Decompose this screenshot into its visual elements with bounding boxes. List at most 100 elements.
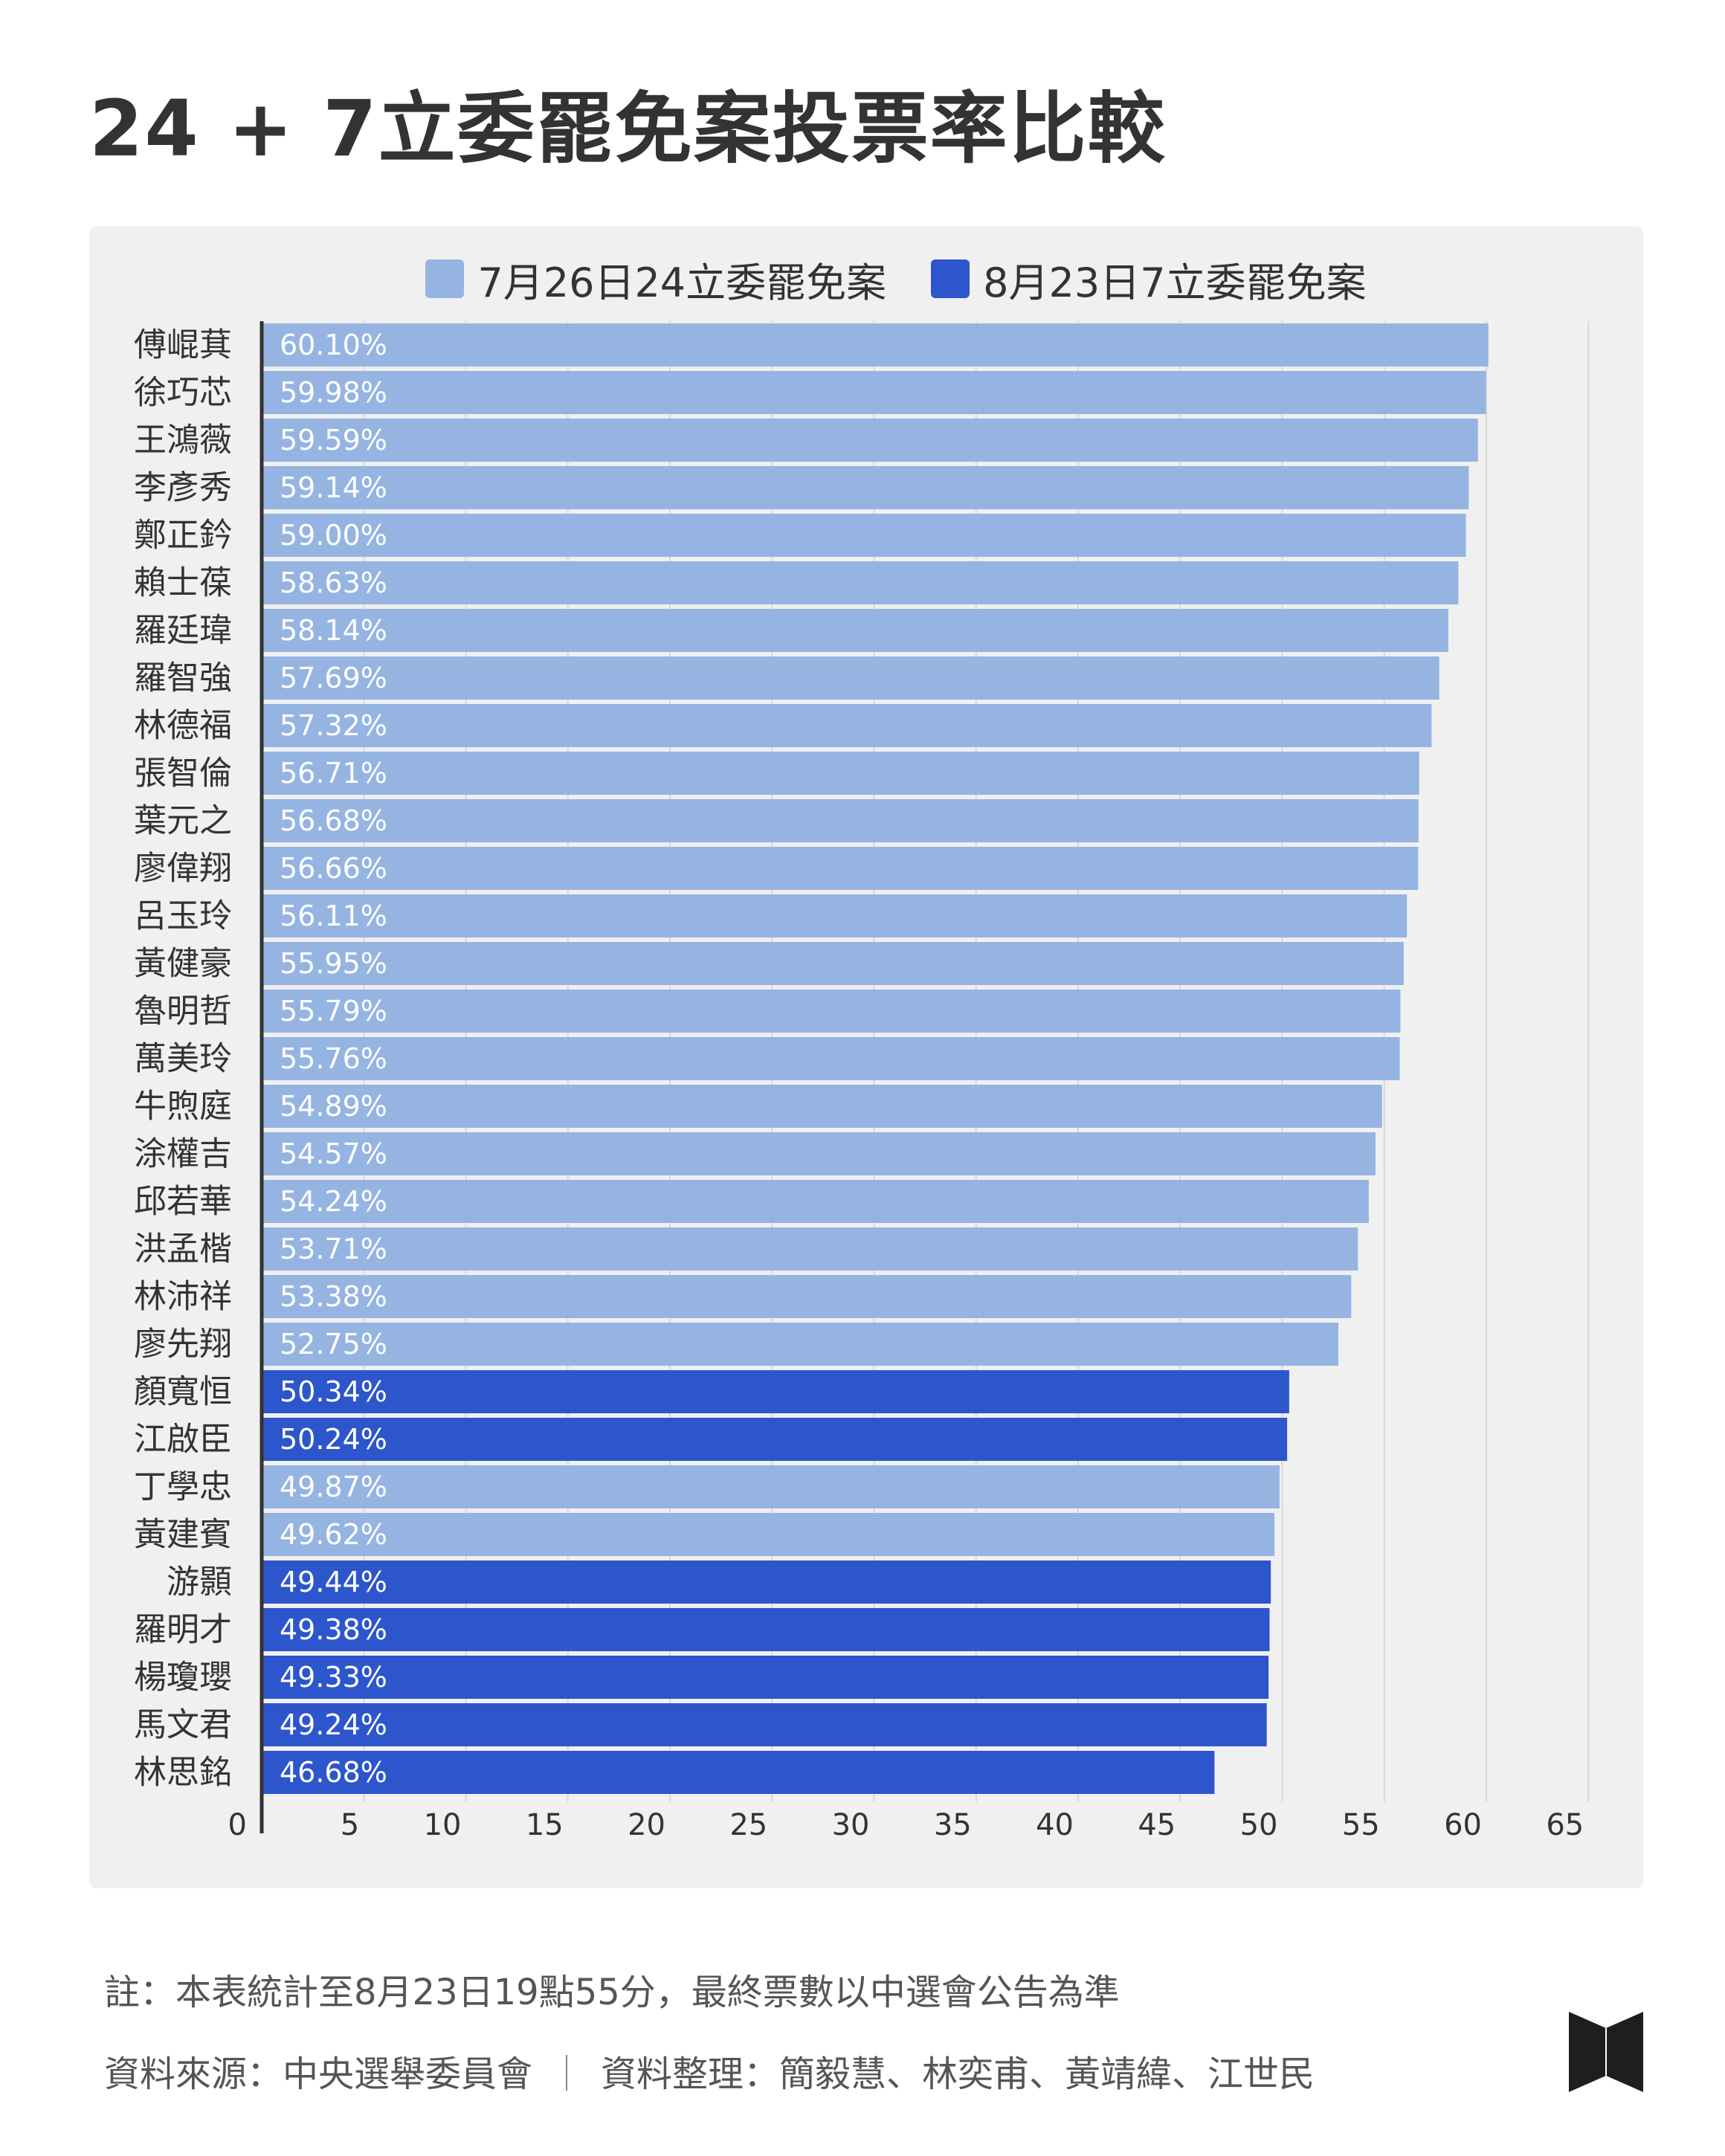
bar-24 — [262, 1465, 1280, 1508]
source-text: 資料來源：中央選舉委員會 — [104, 2053, 533, 2095]
category-label-6: 羅廷瑋 — [134, 612, 232, 650]
bar-5 — [262, 561, 1459, 604]
bar-3 — [262, 466, 1469, 509]
value-label-24: 49.87% — [280, 1471, 387, 1503]
value-label-16: 54.89% — [280, 1090, 387, 1123]
footer-separator: ｜ — [549, 2053, 585, 2095]
x-tick-label-50: 50 — [1240, 1808, 1278, 1842]
bar-6 — [262, 609, 1448, 652]
category-label-21: 廖先翔 — [134, 1326, 232, 1363]
category-label-9: 張智倫 — [134, 755, 232, 793]
bar-29 — [262, 1703, 1267, 1746]
category-label-1: 徐巧芯 — [134, 374, 232, 412]
category-label-12: 呂玉玲 — [134, 897, 232, 935]
bar-4 — [262, 514, 1466, 557]
x-tick-label-15: 15 — [526, 1808, 564, 1842]
x-tick-label-55: 55 — [1342, 1808, 1380, 1842]
bar-26 — [262, 1560, 1271, 1604]
value-label-9: 56.71% — [280, 757, 387, 790]
value-label-18: 54.24% — [280, 1185, 387, 1218]
bar-20 — [262, 1275, 1352, 1318]
bar-17 — [262, 1132, 1376, 1175]
value-label-14: 55.79% — [280, 995, 387, 1027]
category-label-27: 羅明才 — [134, 1611, 232, 1649]
category-label-16: 牛煦庭 — [134, 1088, 232, 1126]
category-label-11: 廖偉翔 — [134, 850, 232, 888]
legend-label-jul26: 7月26日24立委罷免案 — [477, 259, 887, 306]
category-label-3: 李彥秀 — [134, 469, 232, 507]
category-label-0: 傅崐萁 — [134, 326, 232, 364]
bar-9 — [262, 752, 1419, 795]
x-tick-label-25: 25 — [729, 1808, 767, 1842]
category-label-28: 楊瓊瓔 — [134, 1659, 232, 1697]
category-label-29: 馬文君 — [134, 1706, 232, 1744]
value-label-5: 58.63% — [280, 567, 387, 599]
bar-25 — [262, 1513, 1275, 1556]
value-label-10: 56.68% — [280, 804, 387, 837]
value-label-22: 50.34% — [280, 1375, 387, 1408]
value-label-13: 55.95% — [280, 947, 387, 980]
value-label-0: 60.10% — [280, 329, 387, 361]
brand-logo-icon — [1569, 2012, 1643, 2092]
value-label-3: 59.14% — [280, 471, 387, 504]
category-label-10: 葉元之 — [134, 802, 232, 840]
value-label-6: 58.14% — [280, 614, 387, 647]
bar-13 — [262, 942, 1404, 985]
bar-2 — [262, 419, 1478, 462]
page-title: 24 + 7立委罷免案投票率比較 — [89, 83, 1167, 174]
category-label-19: 洪孟楷 — [134, 1230, 232, 1268]
category-label-15: 萬美玲 — [134, 1040, 232, 1078]
value-label-26: 49.44% — [280, 1566, 387, 1598]
footer-source: 資料來源：中央選舉委員會 ｜ 資料整理：簡毅慧、林奕甫、黃靖緯、江世民 — [104, 2044, 1315, 2097]
bar-27 — [262, 1608, 1270, 1651]
x-tick-label-60: 60 — [1444, 1808, 1482, 1842]
bar-28 — [262, 1656, 1269, 1699]
x-tick-label-35: 35 — [934, 1808, 972, 1842]
bar-0 — [262, 323, 1489, 367]
category-label-20: 林沛祥 — [134, 1278, 232, 1316]
value-label-20: 53.38% — [280, 1280, 387, 1313]
category-label-22: 顏寬恒 — [134, 1373, 232, 1411]
bar-1 — [262, 371, 1486, 414]
value-label-29: 49.24% — [280, 1708, 387, 1741]
bar-22 — [262, 1370, 1289, 1413]
legend-item-jul26: 7月26日24立委罷免案 — [425, 250, 886, 309]
bar-chart: 傅崐萁 60.10% 徐巧芯 59.98% 王鴻薇 59.59% 李彥秀 59.14% 鄭正鈐 5… — [134, 321, 1590, 1842]
category-label-14: 魯明哲 — [134, 993, 232, 1030]
legend-swatch-aug23 — [931, 259, 970, 298]
value-label-27: 49.38% — [280, 1613, 387, 1646]
bar-19 — [262, 1227, 1358, 1271]
value-label-17: 54.57% — [280, 1137, 387, 1170]
category-label-2: 王鴻薇 — [134, 422, 232, 459]
category-label-24: 丁學忠 — [134, 1468, 232, 1506]
bar-30 — [262, 1751, 1215, 1794]
value-label-21: 52.75% — [280, 1328, 387, 1361]
x-tick-label-65: 65 — [1546, 1808, 1584, 1842]
bar-16 — [262, 1085, 1382, 1128]
category-label-23: 江啟臣 — [134, 1421, 232, 1459]
compiled-by-text: 資料整理：簡毅慧、林奕甫、黃靖緯、江世民 — [601, 2053, 1315, 2095]
bar-11 — [262, 847, 1419, 890]
x-tick-label-10: 10 — [424, 1808, 462, 1842]
bar-14 — [262, 990, 1401, 1033]
category-label-25: 黃建賓 — [134, 1516, 232, 1554]
category-label-26: 游顥 — [167, 1563, 232, 1601]
value-label-8: 57.32% — [280, 709, 387, 742]
value-label-11: 56.66% — [280, 852, 387, 885]
bar-10 — [262, 799, 1419, 842]
category-label-7: 羅智強 — [134, 659, 232, 697]
value-label-4: 59.00% — [280, 519, 387, 552]
value-label-30: 46.68% — [280, 1756, 387, 1789]
category-label-13: 黃健豪 — [134, 945, 232, 983]
bar-23 — [262, 1418, 1288, 1461]
value-label-2: 59.59% — [280, 424, 387, 456]
legend-swatch-jul26 — [425, 259, 465, 298]
x-tick-label-5: 5 — [341, 1808, 359, 1842]
value-label-7: 57.69% — [280, 662, 387, 694]
bar-18 — [262, 1180, 1369, 1223]
value-label-25: 49.62% — [280, 1518, 387, 1551]
category-label-5: 賴士葆 — [134, 564, 232, 602]
footer-note: 註：本表統計至8月23日19點55分，最終票數以中選會公告為準 — [104, 1972, 1120, 2013]
category-label-17: 涂權吉 — [134, 1135, 232, 1173]
x-tick-label-0: 0 — [228, 1808, 247, 1842]
